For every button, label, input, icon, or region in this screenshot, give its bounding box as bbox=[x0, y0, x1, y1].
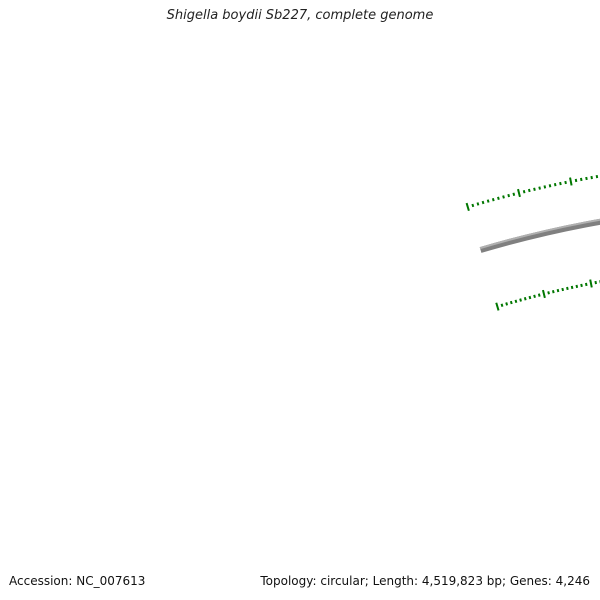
major-tick bbox=[589, 279, 593, 288]
minor-tick bbox=[570, 285, 574, 290]
minor-tick bbox=[507, 193, 511, 198]
minor-tick bbox=[500, 303, 504, 307]
minor-tick bbox=[471, 203, 475, 208]
minor-tick bbox=[561, 287, 564, 292]
minor-tick bbox=[476, 202, 480, 206]
minor-tick bbox=[486, 199, 490, 203]
minor-tick bbox=[594, 280, 597, 285]
inner-scale-ticks bbox=[495, 279, 600, 311]
backbone-highlight bbox=[479, 218, 600, 250]
minor-tick bbox=[579, 177, 583, 182]
minor-tick bbox=[574, 178, 578, 183]
minor-tick bbox=[533, 294, 536, 299]
minor-tick bbox=[551, 289, 555, 294]
minor-tick bbox=[512, 192, 516, 196]
minor-tick bbox=[527, 188, 531, 193]
major-tick bbox=[541, 289, 546, 299]
minor-tick bbox=[543, 185, 547, 189]
outer-scale-ticks bbox=[465, 174, 599, 212]
major-tick bbox=[569, 177, 573, 186]
minor-tick bbox=[481, 200, 485, 205]
minor-tick bbox=[502, 195, 505, 199]
minor-tick bbox=[523, 297, 527, 301]
minor-tick bbox=[522, 190, 526, 194]
major-tick bbox=[495, 302, 500, 311]
minor-tick bbox=[497, 196, 500, 200]
minor-tick bbox=[537, 293, 541, 297]
minor-tick bbox=[509, 300, 513, 305]
minor-tick bbox=[585, 176, 588, 181]
minor-tick bbox=[595, 174, 599, 179]
minor-tick bbox=[514, 299, 518, 303]
minor-tick bbox=[519, 298, 522, 302]
minor-tick bbox=[528, 295, 532, 300]
genome-title: Shigella boydii Sb227, complete genome bbox=[166, 8, 434, 23]
minor-tick bbox=[533, 187, 536, 191]
minor-tick bbox=[559, 181, 562, 186]
minor-tick bbox=[548, 184, 552, 188]
genome-backbone bbox=[479, 218, 600, 253]
backbone-track bbox=[479, 218, 600, 253]
minor-tick bbox=[575, 284, 579, 289]
minor-tick bbox=[553, 182, 557, 187]
major-tick bbox=[517, 188, 521, 198]
minor-tick bbox=[580, 283, 583, 288]
minor-tick bbox=[584, 282, 588, 287]
minor-tick bbox=[505, 302, 509, 306]
minor-tick bbox=[590, 175, 593, 180]
minor-tick bbox=[564, 180, 567, 185]
minor-tick bbox=[491, 197, 495, 202]
minor-tick bbox=[547, 291, 550, 295]
minor-tick bbox=[538, 186, 541, 190]
minor-tick bbox=[566, 286, 569, 291]
genome-summary-text: Topology: circular; Length: 4,519,823 bp… bbox=[260, 574, 590, 588]
major-tick bbox=[465, 202, 470, 212]
accession-text: Accession: NC_007613 bbox=[9, 574, 146, 588]
minor-tick bbox=[556, 288, 560, 293]
